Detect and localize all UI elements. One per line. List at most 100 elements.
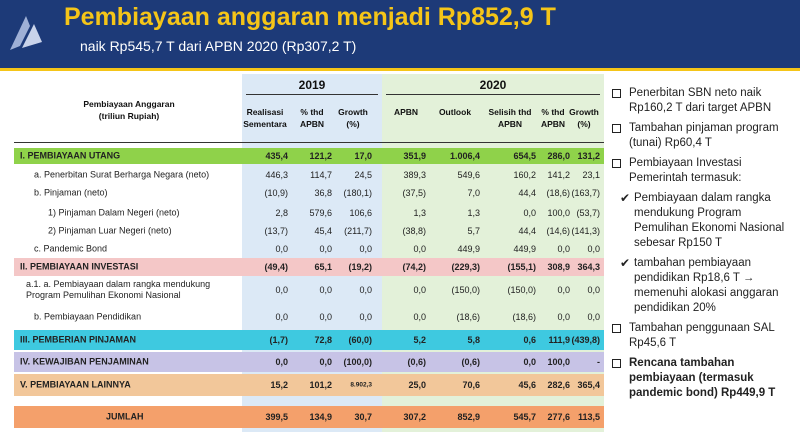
cell-value: (100,0) — [343, 357, 372, 367]
cell-value: (38,8) — [402, 226, 426, 236]
row-label: III. PEMBERIAN PINJAMAN — [20, 334, 137, 345]
cell-value: 30,7 — [354, 412, 372, 422]
table-row: IV. KEWAJIBAN PENJAMINAN 0,0 0,0 (100,0) (0,… — [14, 352, 604, 372]
sub-point: ✔ tambahan pembiayaan pendidikan Rp18,6 T… — [620, 256, 796, 316]
checkbox-square-icon — [612, 89, 621, 98]
cell-value: 72,8 — [314, 335, 332, 345]
cell-value: 131,2 — [577, 151, 600, 161]
cell-value: (0,6) — [407, 357, 426, 367]
column-header: APBN — [393, 107, 419, 117]
row-header-text: Pembiayaan Anggaran (triliun Rupiah) — [83, 99, 175, 121]
header-bar: Pembiayaan anggaran menjadi Rp852,9 T na… — [0, 0, 800, 68]
cell-value: 545,7 — [513, 412, 536, 422]
row-label: JUMLAH — [106, 411, 144, 422]
year-2020-header: 2020 — [479, 78, 507, 92]
row-label: V. PEMBIAYAAN LAINNYA — [20, 379, 131, 390]
cell-value: 654,5 — [513, 151, 536, 161]
cell-value: 0,0 — [413, 312, 426, 322]
cell-value: 389,3 — [403, 170, 426, 180]
column-band-2019 — [242, 74, 382, 432]
cell-value: 0,0 — [523, 357, 536, 367]
cell-value: 160,2 — [513, 170, 536, 180]
cell-value: 1.006,4 — [449, 151, 480, 161]
cell-value: 44,4 — [518, 188, 536, 198]
cell-value: 17,0 — [354, 151, 372, 161]
financing-table: 2019 2020 Pembiayaan Anggaran (triliun R… — [14, 74, 604, 432]
cell-value: 36,8 — [314, 188, 332, 198]
cell-value: (19,2) — [348, 262, 372, 272]
page-title: Pembiayaan anggaran menjadi Rp852,9 T — [64, 3, 556, 31]
cell-value: 5,2 — [413, 335, 426, 345]
row-header-label: Pembiayaan Anggaran (triliun Rupiah) — [54, 98, 204, 122]
bullet-point: Pembiayaan Investasi Pemerintah termasuk… — [612, 156, 796, 186]
cell-value: 852,9 — [457, 412, 480, 422]
checkmark-icon: ✔ — [620, 256, 631, 270]
cell-value: (18,6) — [456, 312, 480, 322]
cell-value: 2,8 — [275, 208, 288, 218]
cell-value: 0,0 — [413, 244, 426, 254]
bullet-point: Rencana tambahan pembiayaan (termasuk pa… — [612, 356, 796, 401]
bullet-point: Tambahan penggunaan SAL Rp45,6 T — [612, 321, 796, 351]
cell-value: (49,4) — [264, 262, 288, 272]
table-row: 2) Pinjaman Luar Negeri (neto) (13,7) 45,4… — [14, 222, 604, 240]
cell-value: 45,6 — [518, 380, 536, 390]
cell-value: 351,9 — [403, 151, 426, 161]
cell-value: 0,0 — [275, 244, 288, 254]
bullet-point: Tambahan pinjaman program (tunai) Rp60,4… — [612, 121, 796, 151]
table-row: c. Pandemic Bond 0,0 0,0 0,0 0,0 449,9 449,9 0,… — [14, 240, 604, 258]
cell-value: (211,7) — [344, 226, 372, 236]
cell-value: 0,0 — [319, 357, 332, 367]
column-header: Selisih thd APBN — [488, 107, 532, 129]
header-stripe — [0, 68, 800, 71]
cell-value: 25,0 — [408, 380, 426, 390]
cell-value: (141,3) — [571, 226, 600, 236]
cell-value: 45,4 — [314, 226, 332, 236]
bullet-text: Tambahan pinjaman program (tunai) Rp60,4… — [629, 122, 779, 149]
cell-value: 113,5 — [577, 412, 600, 422]
cell-value: 0,0 — [275, 312, 288, 322]
table-row: a.1. a. Pembiayaan dalam rangka mendukun… — [14, 276, 604, 304]
year-2019-header: 2019 — [298, 78, 326, 92]
cell-value: 100,0 — [547, 357, 570, 367]
cell-value: (18,6) — [546, 188, 570, 198]
cell-value: 0,0 — [557, 285, 570, 295]
sub-point-text: tambahan pembiayaan pendidikan Rp18,6 T … — [634, 257, 779, 314]
cell-value: 449,9 — [513, 244, 536, 254]
page-subtitle: naik Rp545,7 T dari APBN 2020 (Rp307,2 T… — [80, 38, 357, 54]
cell-value: (60,0) — [348, 335, 372, 345]
row-label: I. PEMBIAYAAN UTANG — [20, 150, 121, 161]
cell-value: 579,6 — [309, 208, 332, 218]
cell-value: 399,5 — [265, 412, 288, 422]
cell-value: 24,5 — [354, 170, 372, 180]
cell-value: (37,5) — [402, 188, 426, 198]
cell-value: 435,4 — [265, 151, 288, 161]
cell-value: (163,7) — [571, 188, 600, 198]
bullet-text: Pembiayaan Investasi Pemerintah termasuk… — [629, 157, 742, 184]
cell-value: (150,0) — [507, 285, 536, 295]
table-row: b. Pinjaman (neto) (10,9) 36,8 (180,1) (37,5… — [14, 184, 604, 202]
cell-value: 365,4 — [577, 380, 600, 390]
table-row: JUMLAH 399,5 134,9 30,7 307,2 852,9 545,7 277,6… — [14, 406, 604, 428]
column-header: % thd APBN — [299, 107, 325, 129]
cell-value: (0,6) — [461, 357, 480, 367]
cell-value: (14,6) — [546, 226, 570, 236]
cell-value: 286,0 — [547, 151, 570, 161]
cell-value: (439,8) — [571, 335, 600, 345]
cell-value: 449,9 — [457, 244, 480, 254]
cell-value: 0,0 — [587, 312, 600, 322]
cell-value: (18,6) — [512, 312, 536, 322]
cell-value: 308,9 — [547, 262, 570, 272]
bullet-text: Rencana tambahan pembiayaan (termasuk pa… — [629, 357, 776, 399]
cell-value: 0,0 — [413, 285, 426, 295]
logo-icon — [10, 16, 42, 50]
cell-value: 0,0 — [319, 244, 332, 254]
row-label: a.1. a. Pembiayaan dalam rangka mendukun… — [26, 279, 211, 300]
cell-value: 100,0 — [547, 208, 570, 218]
cell-value: 70,6 — [462, 380, 480, 390]
cell-value: 0,0 — [557, 244, 570, 254]
row-label: b. Pembiayaan Pendidikan — [34, 311, 142, 322]
cell-value: 101,2 — [309, 380, 332, 390]
cell-value: 0,0 — [275, 357, 288, 367]
column-header: Growth (%) — [338, 107, 368, 129]
cell-value: 0,0 — [319, 312, 332, 322]
